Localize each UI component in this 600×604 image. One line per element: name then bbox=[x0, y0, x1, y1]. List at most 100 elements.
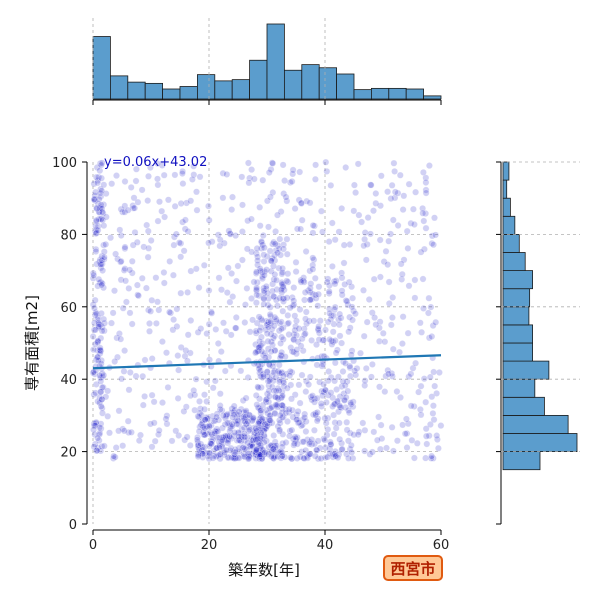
scatter-point bbox=[314, 455, 322, 463]
scatter-point bbox=[302, 248, 310, 255]
scatter-point bbox=[270, 432, 278, 439]
scatter-point bbox=[297, 199, 305, 207]
scatter-point bbox=[403, 227, 411, 235]
scatter-point bbox=[267, 330, 275, 338]
scatter-point bbox=[276, 369, 284, 377]
scatter-point bbox=[357, 349, 364, 357]
scatter-point bbox=[94, 357, 102, 365]
scatter-point bbox=[293, 440, 301, 448]
scatter-point bbox=[322, 444, 329, 452]
scatter-point bbox=[183, 433, 191, 441]
main-grid bbox=[92, 18, 580, 524]
scatter-point bbox=[314, 325, 322, 333]
x-marginal-histogram bbox=[92, 23, 442, 105]
scatter-point bbox=[286, 432, 293, 440]
scatter-point bbox=[137, 431, 144, 439]
scatter-point bbox=[195, 284, 203, 292]
scatter-point bbox=[324, 391, 332, 399]
scatter-point bbox=[345, 278, 353, 286]
scatter-point bbox=[349, 403, 357, 411]
scatter-point bbox=[95, 323, 103, 331]
scatter-point bbox=[244, 418, 252, 426]
scatter-point bbox=[293, 416, 300, 424]
scatter-point bbox=[229, 413, 237, 421]
scatter-point bbox=[124, 417, 132, 425]
scatter-point bbox=[163, 420, 171, 428]
scatter-point bbox=[144, 197, 152, 205]
scatter-point bbox=[289, 413, 297, 421]
scatter-point bbox=[319, 228, 326, 236]
scatter-point bbox=[223, 170, 231, 178]
scatter-point bbox=[306, 199, 314, 207]
x-hist-bar bbox=[92, 36, 111, 100]
scatter-point bbox=[282, 405, 290, 413]
scatter-point bbox=[417, 411, 425, 419]
scatter-point bbox=[433, 389, 441, 397]
scatter-point bbox=[358, 218, 366, 226]
scatter-point bbox=[399, 313, 407, 321]
scatter-point bbox=[321, 436, 329, 444]
scatter-point bbox=[419, 275, 427, 283]
scatter-point bbox=[144, 227, 152, 235]
x-hist-bar bbox=[196, 74, 216, 100]
scatter-point bbox=[100, 442, 108, 450]
scatter-point bbox=[300, 274, 308, 282]
scatter-point bbox=[265, 392, 273, 400]
scatter-point bbox=[128, 320, 136, 328]
scatter-point bbox=[257, 333, 265, 341]
scatter-point bbox=[362, 256, 370, 264]
scatter-point bbox=[397, 394, 404, 401]
scatter-point bbox=[194, 453, 202, 461]
scatter-point bbox=[336, 435, 344, 443]
scatter-point bbox=[215, 444, 223, 451]
y-hist-bar bbox=[502, 179, 508, 199]
scatter-point bbox=[285, 405, 293, 413]
scatter-point bbox=[98, 159, 106, 167]
scatter-point bbox=[283, 250, 291, 258]
scatter-point bbox=[133, 238, 141, 246]
scatter-point bbox=[248, 295, 255, 302]
scatter-point bbox=[205, 202, 212, 210]
scatter-point bbox=[322, 398, 330, 406]
scatter-point bbox=[241, 418, 249, 426]
scatter-point bbox=[422, 189, 430, 197]
scatter-point bbox=[259, 176, 267, 184]
scatter-point bbox=[430, 241, 437, 249]
regression-line bbox=[92, 354, 442, 370]
scatter-point bbox=[295, 381, 303, 389]
scatter-point bbox=[283, 235, 291, 243]
scatter-point bbox=[303, 197, 311, 205]
scatter-point bbox=[90, 368, 98, 376]
scatter-point bbox=[317, 207, 325, 215]
scatter-point bbox=[180, 407, 188, 415]
scatter-point bbox=[255, 418, 263, 426]
scatter-point bbox=[111, 358, 119, 365]
scatter-point bbox=[253, 427, 261, 435]
scatter-point bbox=[349, 294, 357, 302]
scatter-point bbox=[199, 443, 207, 451]
scatter-point bbox=[263, 330, 271, 338]
scatter-point bbox=[384, 188, 392, 196]
scatter-point bbox=[398, 270, 406, 278]
scatter-point bbox=[338, 269, 346, 277]
scatter-point bbox=[252, 299, 260, 307]
scatter-point bbox=[240, 430, 248, 438]
scatter-point bbox=[287, 454, 295, 462]
y-tick-label: 100 bbox=[52, 156, 77, 171]
scatter-point bbox=[181, 225, 189, 233]
scatter-point bbox=[119, 442, 127, 450]
scatter-point bbox=[148, 355, 156, 363]
scatter-point bbox=[279, 161, 287, 169]
scatter-point bbox=[260, 271, 268, 279]
scatter-point bbox=[142, 284, 150, 292]
scatter-point bbox=[245, 179, 253, 187]
scatter-point bbox=[265, 377, 273, 385]
scatter-point bbox=[338, 205, 346, 212]
scatter-point bbox=[363, 240, 371, 248]
scatter-point bbox=[261, 354, 269, 362]
scatter-point bbox=[260, 300, 268, 308]
scatter-point bbox=[102, 213, 110, 221]
scatter-point bbox=[190, 387, 198, 394]
scatter-point bbox=[219, 194, 227, 202]
x-hist-bar bbox=[110, 75, 129, 100]
